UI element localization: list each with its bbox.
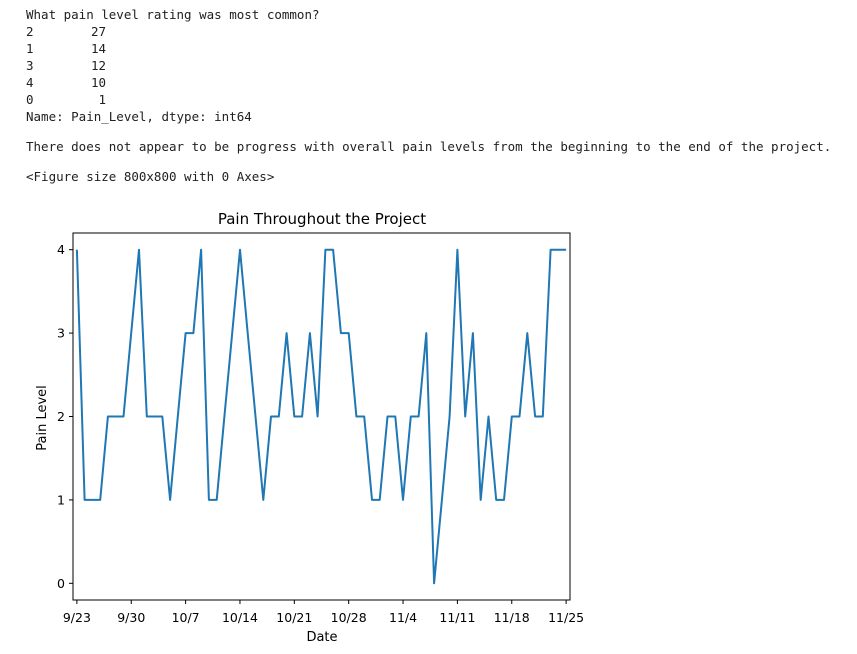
value-counts: 2 27 1 14 3 12 4 10 0 1 — [26, 23, 831, 108]
x-axis-label: Date — [306, 630, 337, 645]
x-tick-label: 10/7 — [172, 610, 200, 625]
y-tick-label: 1 — [57, 492, 65, 507]
question-text: What pain level rating was most common? — [26, 7, 320, 22]
y-tick-label: 3 — [57, 326, 65, 341]
y-tick-label: 2 — [57, 409, 65, 424]
x-tick-label: 10/28 — [331, 610, 367, 625]
x-tick-label: 9/30 — [117, 610, 145, 625]
value-count-row: 2 27 — [26, 23, 831, 40]
x-tick-label: 11/25 — [548, 610, 584, 625]
x-tick-label: 11/4 — [389, 610, 417, 625]
chart-title: Pain Throughout the Project — [218, 210, 426, 228]
y-tick-label: 0 — [57, 576, 65, 591]
pain-level-line — [75, 248, 567, 585]
x-tick-label: 10/14 — [222, 610, 258, 625]
y-axis-label: Pain Level — [35, 385, 50, 451]
x-axis: 9/23 9/30 10/7 10/14 10/21 10/28 11/4 11/11 11/1… — [63, 600, 584, 625]
value-count-row: 4 10 — [26, 74, 831, 91]
value-count-count: 14 — [90, 41, 106, 56]
value-count-key: 1 — [26, 41, 34, 56]
value-count-row: 1 14 — [26, 40, 831, 57]
y-tick-label: 4 — [57, 242, 65, 257]
value-count-count: 27 — [90, 24, 106, 39]
cell-output: What pain level rating was most common? … — [26, 6, 831, 185]
value-count-count: 12 — [90, 58, 106, 73]
figure-size-text: <Figure size 800x800 with 0 Axes> — [26, 169, 275, 184]
value-count-key: 3 — [26, 58, 34, 73]
x-tick-label: 9/23 — [63, 610, 91, 625]
y-axis: 0 1 2 3 4 — [57, 242, 73, 591]
x-tick-label: 11/11 — [439, 610, 475, 625]
series-info-line: Name: Pain_Level, dtype: int64 — [26, 109, 252, 124]
value-count-key: 0 — [26, 92, 34, 107]
value-count-count: 10 — [90, 75, 106, 90]
x-tick-label: 10/21 — [276, 610, 312, 625]
statement-text: There does not appear to be progress wit… — [26, 139, 832, 154]
value-count-key: 4 — [26, 75, 34, 90]
x-tick-label: 11/18 — [494, 610, 530, 625]
value-count-count: 1 — [98, 92, 106, 107]
value-count-key: 2 — [26, 24, 34, 39]
value-count-row: 3 12 — [26, 57, 831, 74]
